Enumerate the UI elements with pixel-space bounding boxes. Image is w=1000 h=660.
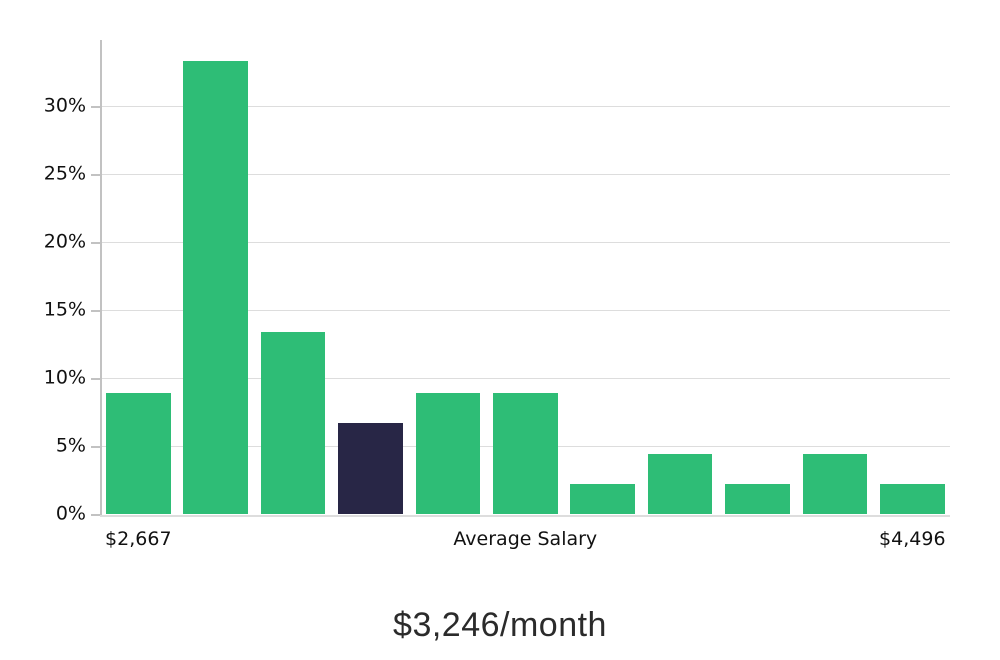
y-axis-tick [91, 174, 100, 176]
y-axis-tick-label: 15% [43, 298, 86, 321]
histogram-bar[interactable] [106, 393, 171, 514]
y-axis-tick-label: 25% [43, 162, 86, 185]
gridline-15pct [100, 310, 950, 311]
histogram-bar[interactable] [880, 484, 945, 514]
y-axis-tick [91, 378, 100, 380]
y-axis-tick-label: 20% [43, 230, 86, 253]
x-axis-label: Average Salary [453, 528, 598, 550]
histogram-bar[interactable] [183, 61, 248, 514]
y-axis-tick-label: 30% [43, 94, 86, 117]
histogram-bar[interactable] [415, 393, 481, 514]
x-axis-line [100, 515, 950, 517]
y-axis-tick-label: 0% [55, 502, 86, 525]
y-axis-tick [91, 446, 100, 448]
average-salary-value: $3,246/month [393, 606, 607, 644]
x-axis-label: $2,667 [105, 528, 172, 550]
y-axis-line [100, 40, 102, 517]
y-axis-tick-label: 5% [55, 434, 86, 457]
y-axis-tick-label: 10% [43, 366, 86, 389]
gridline-10pct [100, 378, 950, 379]
gridline-20pct [100, 242, 950, 243]
histogram-bar-highlighted[interactable] [338, 423, 403, 514]
histogram-bar[interactable] [647, 454, 713, 514]
histogram-bar[interactable] [260, 332, 326, 514]
y-axis-tick [91, 106, 100, 108]
y-axis-tick [91, 242, 100, 244]
gridline-25pct [100, 174, 950, 175]
histogram-bar[interactable] [725, 484, 790, 514]
histogram-bar[interactable] [802, 454, 868, 514]
histogram-bar[interactable] [493, 393, 558, 514]
y-axis-tick [91, 310, 100, 312]
x-axis-label: $4,496 [879, 528, 946, 550]
gridline-30pct [100, 106, 950, 107]
y-axis-tick [91, 514, 100, 516]
histogram-bar[interactable] [570, 484, 635, 514]
